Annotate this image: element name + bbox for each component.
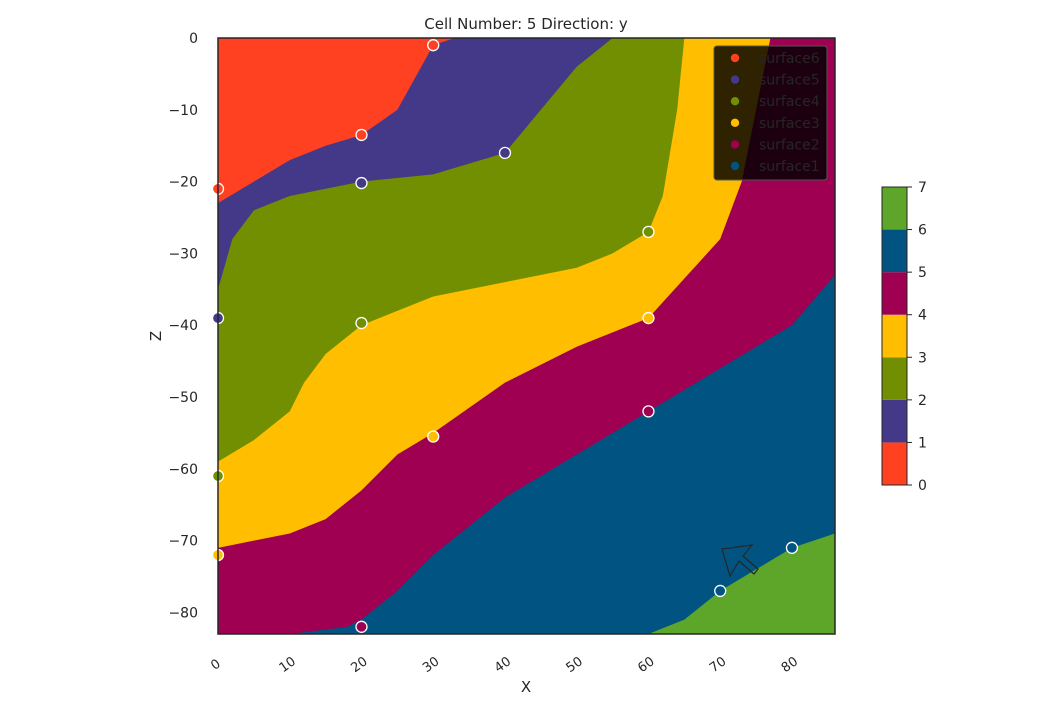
legend-marker (730, 75, 740, 84)
plot-frame (217, 37, 836, 635)
surface-point (714, 584, 727, 598)
legend-label: surface2 (759, 137, 820, 153)
legend: surface6 surface5 surface4 surface3 surface2… (713, 45, 828, 181)
colorbar-segment (882, 399, 907, 443)
colorbar-tick-label: 1 (918, 435, 927, 451)
y-tick-label: −10 (168, 103, 198, 119)
colorbar-tick-label: 2 (918, 393, 927, 409)
colorbar: 0 1 2 3 4 5 6 7 (881, 180, 927, 494)
surface-points (211, 39, 799, 633)
colorbar-segment (882, 187, 907, 230)
legend-label: surface4 (759, 94, 820, 110)
legend-marker (730, 118, 740, 128)
x-tick-label: 0 (208, 657, 223, 674)
legend-label: surface3 (759, 116, 820, 132)
x-tick-label: 50 (564, 654, 586, 676)
surface-point (355, 316, 368, 330)
x-tick-label: 30 (420, 654, 442, 676)
y-tick-label: −50 (168, 390, 198, 406)
surface-point (642, 405, 655, 418)
surface-point (427, 39, 440, 52)
colorbar-tick-label: 3 (918, 350, 927, 366)
y-tick-label: −20 (168, 175, 198, 191)
x-tick-label: 70 (707, 654, 729, 676)
surface-point (355, 620, 368, 633)
legend-marker (730, 97, 740, 106)
surface-point (427, 430, 440, 443)
chart-title: Cell Number: 5 Direction: y (424, 15, 628, 33)
surface-point (498, 146, 512, 160)
surface-point (355, 128, 368, 142)
colorbar-tick-label: 5 (918, 265, 927, 281)
x-tick-label: 80 (779, 654, 801, 676)
legend-label: surface1 (759, 159, 820, 175)
colorbar-frame (881, 186, 908, 486)
x-tick-label: 60 (635, 654, 657, 676)
surface-point (642, 311, 655, 325)
y-axis-label: Z (147, 331, 165, 341)
legend-label: surface6 (759, 51, 820, 67)
y-tick-label: −70 (168, 534, 198, 550)
x-tick-label: 20 (348, 654, 370, 676)
colorbar-segment (882, 357, 907, 400)
y-tick-label: −80 (168, 605, 198, 621)
y-tick-label: −60 (168, 462, 198, 478)
colorbar-tick-label: 4 (918, 308, 927, 324)
colorbar-segment (882, 272, 907, 315)
y-tick-label: −30 (168, 246, 198, 262)
colorbar-segment (882, 314, 907, 358)
y-tick-label: 0 (189, 31, 198, 47)
surface-point (785, 541, 799, 554)
layer-1 (218, 38, 455, 204)
colorbar-segment (882, 229, 907, 273)
legend-box (713, 45, 828, 181)
x-axis-ticks: 0 10 20 30 40 50 60 70 80 (208, 654, 801, 676)
surface-point (642, 225, 655, 239)
cursor-arrow-icon (721, 544, 759, 578)
x-axis-label: X (521, 678, 531, 696)
colorbar-segment (882, 442, 907, 485)
legend-marker (730, 53, 740, 63)
x-tick-label: 10 (277, 654, 299, 676)
legend-marker (730, 161, 740, 171)
y-tick-label: −40 (168, 318, 198, 334)
colorbar-tick-label: 6 (918, 223, 927, 239)
colorbar-tick-label: 0 (918, 478, 927, 494)
x-tick-label: 40 (492, 654, 514, 676)
legend-label: surface5 (759, 73, 820, 89)
surface-point (355, 176, 368, 190)
legend-marker (730, 140, 740, 149)
y-axis-ticks: 0 −10 −20 −30 −40 −50 −60 −70 −80 (168, 31, 198, 621)
colorbar-tick-label: 7 (918, 180, 927, 196)
